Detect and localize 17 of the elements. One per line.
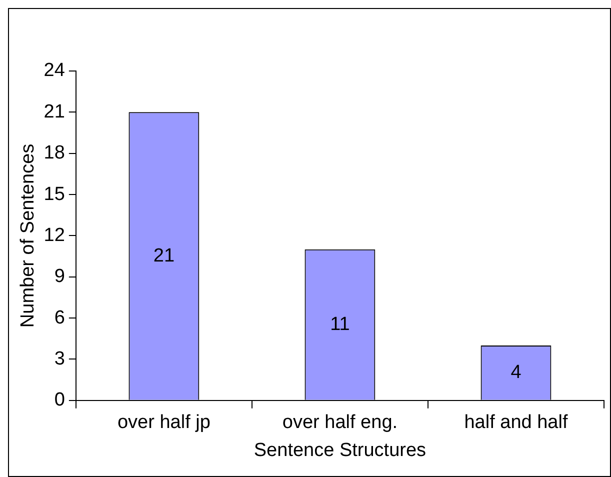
y-tick-label: 15 [44,184,65,205]
y-tick-label: 3 [54,348,65,370]
data-label: 4 [510,362,522,383]
x-tick-label: half and half [464,412,568,434]
x-tick-label: over half eng. [282,412,398,434]
x-tick-label: over half jp [117,412,210,434]
data-label: 21 [153,245,175,266]
y-tick-label: 0 [54,390,65,411]
y-tick-label: 24 [44,60,66,82]
y-tick-label: 21 [44,101,65,122]
y-tick-label: 9 [54,266,65,288]
x-axis-title: Sentence Structures [254,440,426,461]
y-axis-title: Number of Sentences [18,144,39,328]
y-tick-label: 18 [44,142,65,164]
data-label: 11 [330,314,350,335]
y-tick-label: 12 [44,224,65,246]
y-tick-label: 6 [54,307,65,328]
